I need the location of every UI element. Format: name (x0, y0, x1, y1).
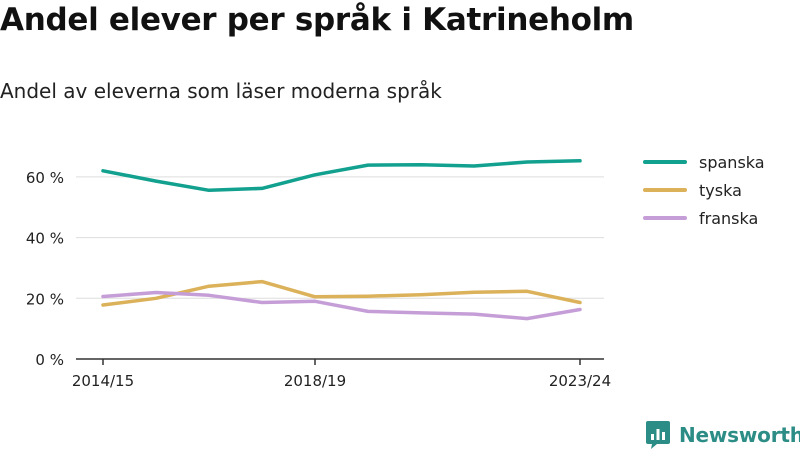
chart-title: Andel elever per språk i Katrineholm (0, 2, 634, 38)
series-line-spanska (101, 159, 582, 193)
y-tick-label: 0 % (35, 351, 64, 369)
chart-legend: spanska tyska franska (643, 148, 765, 232)
series-line-franska (101, 290, 582, 321)
y-tick-label: 60 % (26, 169, 64, 187)
legend-item-spanska: spanska (643, 148, 765, 176)
legend-swatch (643, 188, 687, 192)
chart-subtitle: Andel av eleverna som läser moderna språ… (0, 79, 442, 103)
x-tick-label: 2018/19 (284, 372, 346, 390)
legend-swatch (643, 216, 687, 220)
legend-item-franska: franska (643, 204, 765, 232)
legend-label: spanska (699, 152, 765, 172)
legend-swatch (643, 160, 687, 164)
line-chart: 0 % 20 % 40 % 60 % 2014/15 2018/19 2023/24 (26, 159, 611, 390)
x-tick-label: 2023/24 (549, 372, 611, 390)
newsworthy-logo-icon (646, 421, 670, 449)
y-tick-label: 40 % (26, 230, 64, 248)
y-tick-label: 20 % (26, 290, 64, 308)
brand-logo: Newsworthy (645, 420, 800, 450)
legend-label: tyska (699, 180, 742, 200)
x-tick-label: 2014/15 (72, 372, 134, 390)
legend-label: franska (699, 208, 759, 228)
legend-item-tyska: tyska (643, 176, 765, 204)
brand-name: Newsworthy (679, 423, 800, 447)
